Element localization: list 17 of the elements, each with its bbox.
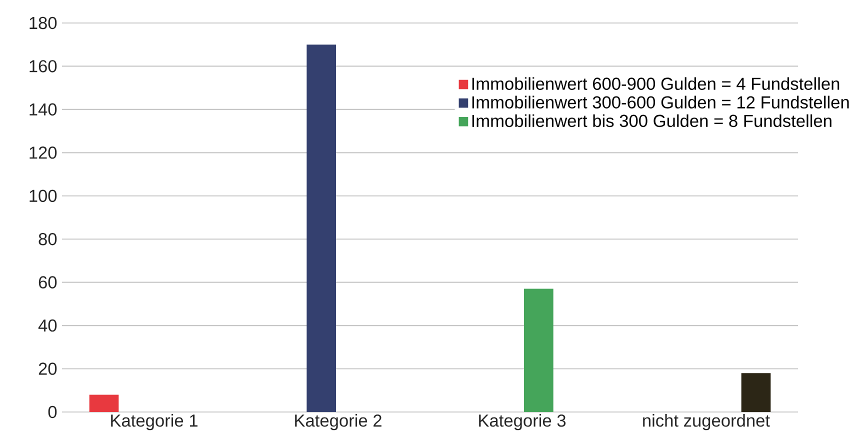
y-tick-label: 180: [30, 16, 57, 30]
y-tick-label: 60: [38, 276, 57, 288]
x-tick-label: Kategorie 1: [111, 414, 198, 430]
legend-label: Immobilienwert 600-900 Gulden = 4 Fundstellen: [472, 77, 840, 90]
y-tick-label: 0: [48, 406, 57, 418]
y-tick-label: 40: [38, 319, 57, 332]
x-tick-label: Kategorie 2: [295, 414, 382, 430]
x-tick-label: nicht zugeordnet: [643, 414, 770, 430]
legend-label: Immobilienwert 300-600 Gulden = 12 Fundstellen: [472, 96, 849, 109]
legend-label: Immobilienwert bis 300 Gulden = 8 Fundstellen: [472, 114, 832, 128]
y-tick-label: 80: [38, 232, 57, 246]
y-tick-label: 100: [30, 190, 57, 202]
x-tick-label: Kategorie 3: [479, 414, 566, 430]
y-tick-label: 20: [38, 362, 57, 375]
y-tick-label: 160: [30, 60, 57, 72]
y-tick-label: 120: [30, 146, 57, 159]
y-tick-label: 140: [30, 103, 57, 116]
